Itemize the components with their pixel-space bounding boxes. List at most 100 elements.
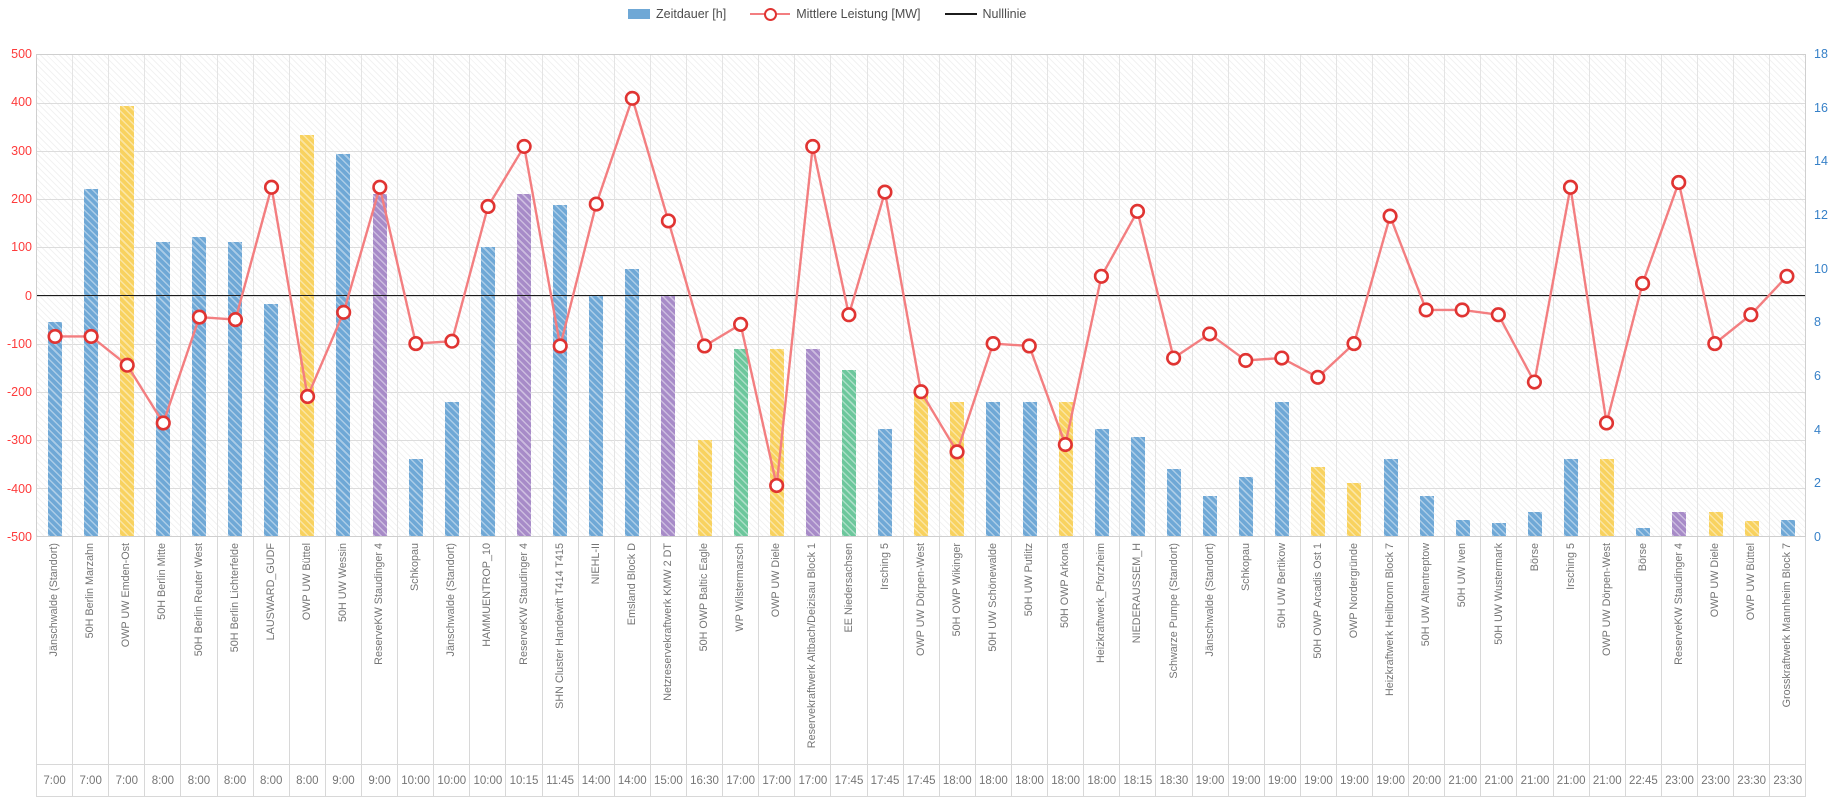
bar [336, 153, 351, 536]
time-label: 19:00 [1373, 765, 1410, 796]
category-label: 50H UW Iven [1456, 543, 1469, 608]
time-label: 8:00 [218, 765, 254, 796]
line-marker-swatch-icon [750, 7, 791, 21]
legend-item-leistung[interactable]: Mittlere Leistung [MW] [750, 7, 921, 21]
time-label: 21:00 [1590, 765, 1626, 796]
category-cell: ReserveKW Staudinger 4 [1662, 537, 1699, 764]
time-label: 18:00 [976, 765, 1012, 796]
line-marker [1129, 203, 1146, 219]
line-marker [985, 336, 1001, 352]
line-marker [1057, 437, 1073, 453]
legend-label-leistung: Mittlere Leistung [MW] [796, 7, 921, 21]
time-label: 7:00 [37, 765, 74, 796]
bar [805, 348, 820, 536]
bar [47, 322, 62, 536]
time-label: 18:00 [1048, 765, 1085, 796]
time-label: 9:00 [326, 765, 362, 796]
right-axis-tick: 0 [1814, 530, 1821, 544]
line-marker [769, 477, 785, 494]
right-axis-tick: 2 [1814, 476, 1821, 491]
category-cell: Reservekraftwerk Altbach/Deizisau Block … [795, 537, 832, 764]
time-label: 8:00 [145, 765, 182, 796]
bar [589, 295, 604, 536]
category-label: Jänschwalde (Standort) [445, 543, 458, 657]
time-label: 21:00 [1517, 765, 1554, 796]
line-marker [1166, 350, 1182, 366]
series-line [55, 94, 1788, 486]
bar [986, 402, 1001, 536]
category-cell: NIEDERAUSSEM_H [1120, 537, 1157, 764]
bar [1419, 495, 1434, 536]
left-axis-tick: -300 [6, 433, 32, 448]
category-cell: 50H Berlin Lichterfelde [218, 537, 254, 764]
category-cell: NIEHL-II [579, 537, 615, 764]
category-cell: Börse [1626, 537, 1662, 764]
line-marker [1382, 208, 1398, 224]
category-cell: ReserveKW Staudinger 4 [362, 537, 399, 764]
bar [1455, 519, 1470, 536]
bar [841, 370, 856, 536]
power-line-series [47, 90, 1795, 494]
category-cell: 50H UW Schönewalde [976, 537, 1012, 764]
category-label: OWP UW Diele [1709, 543, 1722, 618]
bar [300, 135, 315, 536]
category-cell: 50H UW Putlitz [1012, 537, 1049, 764]
category-label: 50H Berlin Reuter West [192, 543, 205, 657]
line-marker [155, 415, 171, 431]
category-label: 50H UW Schönewalde [987, 543, 999, 652]
category-label: Irsching 5 [878, 543, 891, 590]
time-label: 21:00 [1481, 765, 1518, 796]
line-marker [1743, 307, 1759, 323]
category-slot [109, 55, 146, 536]
line-marker [1454, 302, 1470, 318]
category-axis: Jänschwalde (Standort) 50H Berlin Marzahn… [36, 537, 1806, 764]
category-label: SHN Cluster Handewitt T414 T415 [553, 543, 566, 709]
category-slot [362, 55, 399, 536]
category-cell: Grosskraftwerk Mannheim Block 7 [1770, 537, 1805, 764]
bar [119, 105, 134, 536]
category-label: EE Niedersachsen [842, 543, 855, 633]
chart-legend: Zeitdauer [h] Mittlere Leistung [MW] Nul… [628, 7, 1026, 21]
category-cell: Schwarze Pumpe (Standort) [1156, 537, 1193, 764]
time-label: 14:00 [579, 765, 615, 796]
legend-item-zeitdauer[interactable]: Zeitdauer [h] [628, 7, 726, 21]
right-axis-tick: 8 [1814, 315, 1821, 330]
legend-item-nulllinie[interactable]: Nulllinie [944, 7, 1026, 21]
line-marker [733, 316, 749, 332]
category-cell: Irsching 5 [1554, 537, 1590, 764]
category-label: HAMMUENTROP_10 [481, 543, 494, 647]
category-cell: OWP UW Diele [1698, 537, 1735, 764]
left-axis-tick: 500 [11, 47, 32, 61]
category-label: ReserveKW Staudinger 4 [373, 543, 386, 665]
line-marker [1634, 275, 1651, 292]
bar [155, 242, 170, 536]
category-label: Jänschwalde (Standort) [48, 543, 61, 657]
time-label: 10:00 [470, 765, 507, 796]
category-cell: LAUSWARD_GUDF [254, 537, 290, 764]
line-marker [336, 304, 352, 320]
h-gridline [37, 103, 1805, 105]
line-marker [263, 179, 280, 195]
time-label: 7:00 [109, 765, 146, 796]
time-label: 10:15 [506, 765, 543, 796]
category-slot [145, 55, 182, 536]
time-label: 11:45 [543, 765, 579, 796]
category-label: Emsland Block D [625, 543, 638, 626]
time-label: 19:00 [1229, 765, 1265, 796]
bar [1600, 458, 1615, 536]
category-label: 50H UW Putlitz [1023, 543, 1036, 617]
line-marker [913, 384, 929, 400]
category-label: Irsching 5 [1564, 543, 1577, 590]
line-marker [949, 444, 965, 460]
line-marker [696, 338, 713, 354]
category-label: 50H UW Altentreptow [1420, 543, 1433, 647]
line-marker [877, 184, 893, 200]
time-label: 17:45 [904, 765, 940, 796]
bar [1383, 458, 1398, 536]
time-label: 19:00 [1337, 765, 1374, 796]
category-cell: SHN Cluster Handewitt T414 T415 [543, 537, 579, 764]
category-cell: 50H Berlin Mitte [145, 537, 182, 764]
category-label: Jänschwalde (Standort) [1203, 543, 1216, 657]
bar [83, 188, 98, 536]
line-marker [480, 198, 496, 215]
